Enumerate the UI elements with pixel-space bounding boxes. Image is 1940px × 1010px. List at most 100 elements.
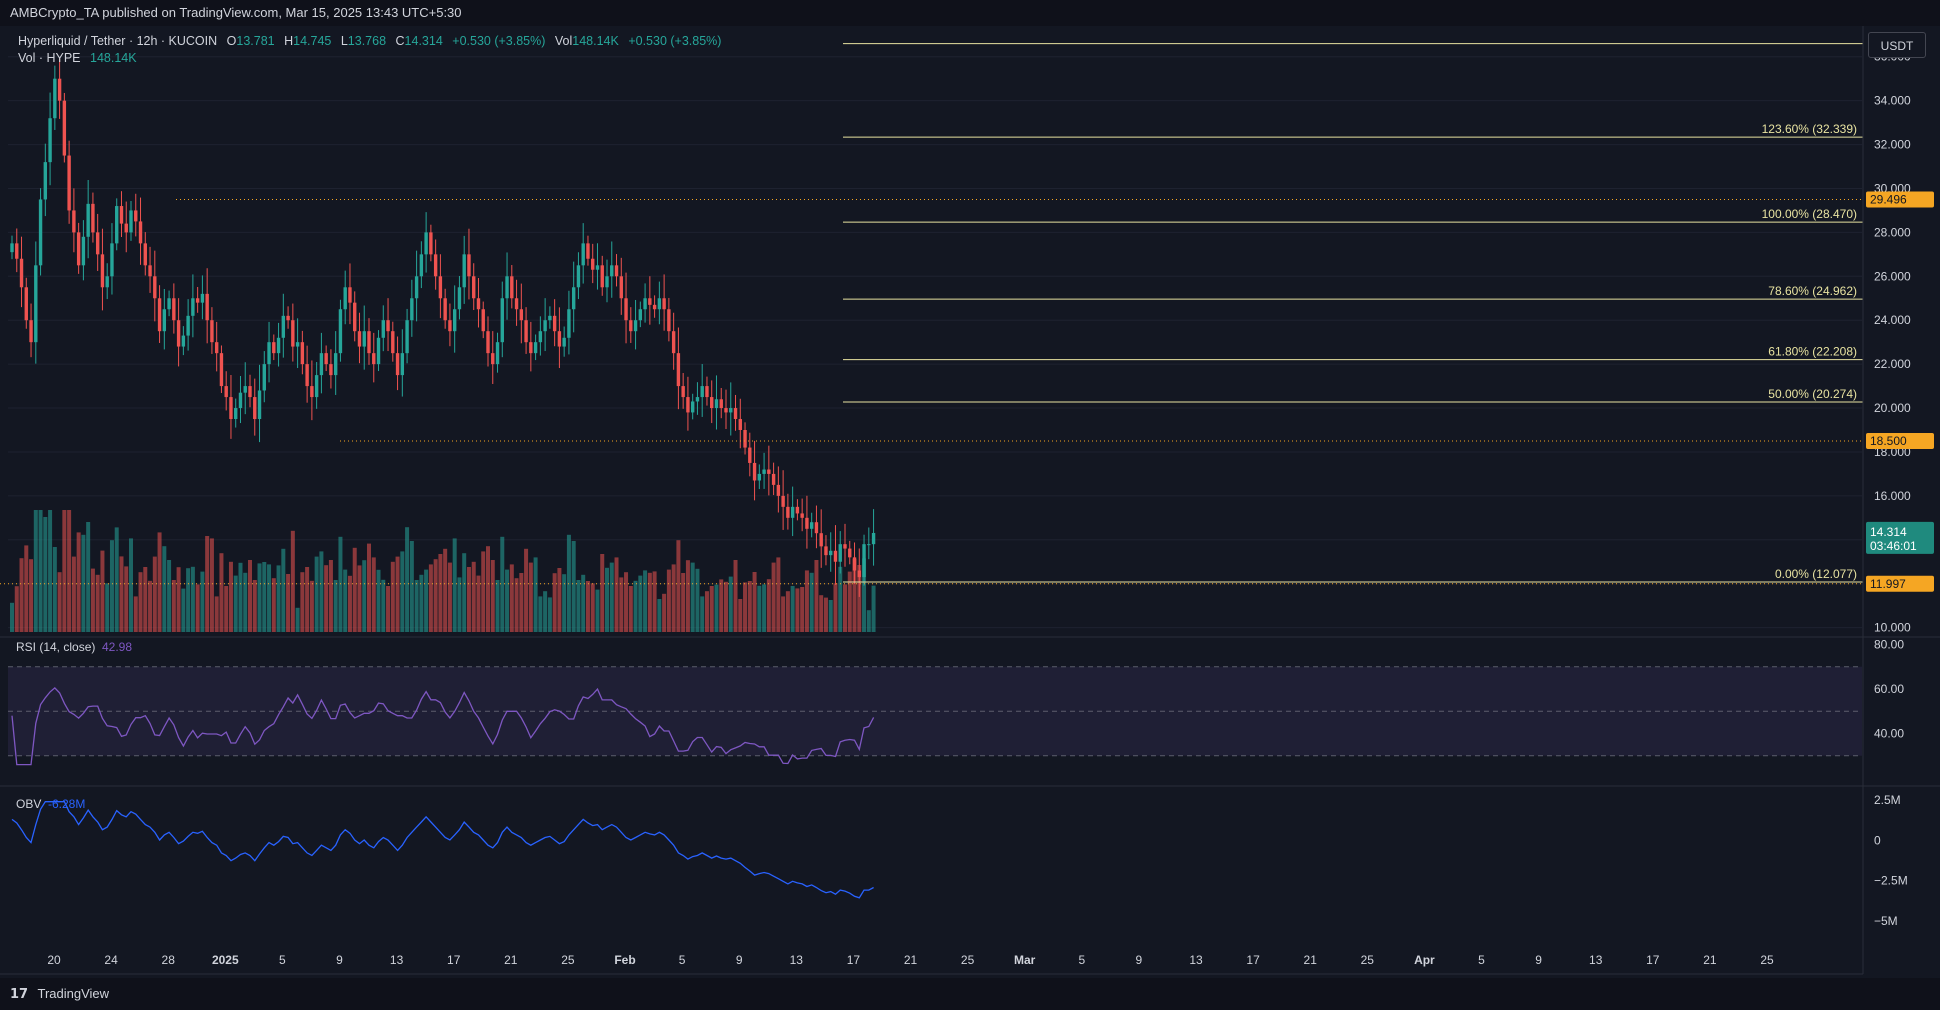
level-tag-mid: 18.500 [1870,434,1907,448]
candle-body [743,430,747,448]
volume-bar [728,576,733,632]
volume-bar [633,580,638,632]
rsi-line [11,687,875,766]
candle-body [714,399,719,409]
candle-body [457,287,462,310]
candle-body [529,342,533,354]
candle-body [548,315,552,321]
volume-bar [71,556,76,632]
high-label: H [284,34,294,48]
candle-body [195,298,200,303]
volume-bar [533,557,538,632]
candle-body [48,118,52,163]
volume-bar [495,580,500,632]
candle-body [414,276,419,299]
volume-bar [757,585,762,632]
volume-bar [819,595,824,632]
volume-bar [695,568,700,632]
volume-bar [357,565,362,632]
time-tick-label: 17 [1646,953,1660,967]
candle-body [424,232,428,255]
volume-bar [305,567,310,632]
candle-body [510,276,514,299]
chart-canvas[interactable]: 123.60% (32.339) 100.00% (28.470) 78.60% (… [0,26,1940,978]
candle-body [557,331,562,347]
candle-body [43,162,48,200]
time-tick-label: 9 [336,953,343,967]
candle-body [505,276,509,299]
volume-bar [614,557,619,632]
candle-body [724,408,728,413]
rsi-legend-value: 42.98 [102,640,132,654]
candle-body [524,320,528,343]
candle-body [433,254,438,277]
volume-bar [738,599,743,632]
change-value: +0.530 (+3.85%) [452,34,546,48]
time-tick-label: 13 [390,953,404,967]
candle-body [591,258,595,270]
candle-body [633,320,638,332]
volume-bar [690,562,695,632]
currency-selector-button[interactable]: USDT [1868,32,1926,58]
candle-body [600,265,604,288]
candle-body [286,315,290,321]
candle-body [619,276,623,299]
price-tick-label: 26.000 [1874,269,1911,283]
volume-bar [167,560,172,632]
price-tick-label: 16.000 [1874,489,1911,503]
obv-tick-label: 2.5M [1874,793,1901,807]
candle-body [234,408,238,420]
candle-body [91,203,95,233]
candle-body [291,320,295,347]
volume-bar [481,551,486,632]
candle-body [338,309,343,354]
volume-bar [866,610,871,632]
candle-body [538,331,543,343]
candle-body [395,353,400,376]
candle-body [781,495,785,507]
volume-bar [324,565,329,632]
candle-body [738,419,742,430]
candle-body [348,287,352,303]
candle-body [648,298,652,305]
candle-body [486,331,490,354]
volume-bar [519,573,524,632]
candle-body [795,506,800,514]
volume-bar [704,591,709,632]
volume-bar [333,580,338,632]
time-tick-label: 25 [1361,953,1375,967]
volume-bar [419,574,424,632]
volume-bar [386,586,391,632]
candle-body [586,243,590,259]
volume-bar [62,510,67,632]
candle-body [757,473,762,481]
candle-body [353,302,357,332]
level-tag-lower-box [1866,575,1934,592]
candle-body [686,397,690,413]
time-tick-label: Feb [614,953,635,967]
candle-body [786,506,790,518]
volume-bar [352,547,357,632]
candle-body [809,522,814,529]
candle-body [86,203,90,237]
volume-bar [781,596,786,632]
volume-bar [524,548,529,632]
candle-body [229,397,233,420]
volume-bar [252,580,257,632]
time-tick-label: 25 [961,953,975,967]
volume-bar [685,560,690,632]
volume-bar [271,578,276,632]
fib-label: 0.00% (12.077) [1775,567,1857,581]
brand-label: TradingView [37,986,110,1001]
candle-body [248,386,252,398]
candle-body [253,397,257,420]
volume-bar [124,566,129,632]
candle-body [67,155,71,211]
candle-body [495,342,500,365]
candle-body [214,342,219,354]
volume-bar [300,572,305,632]
volume-bar [505,569,510,632]
volume-bar [762,584,767,632]
candle-body [767,469,771,474]
volume-bar [19,558,24,632]
